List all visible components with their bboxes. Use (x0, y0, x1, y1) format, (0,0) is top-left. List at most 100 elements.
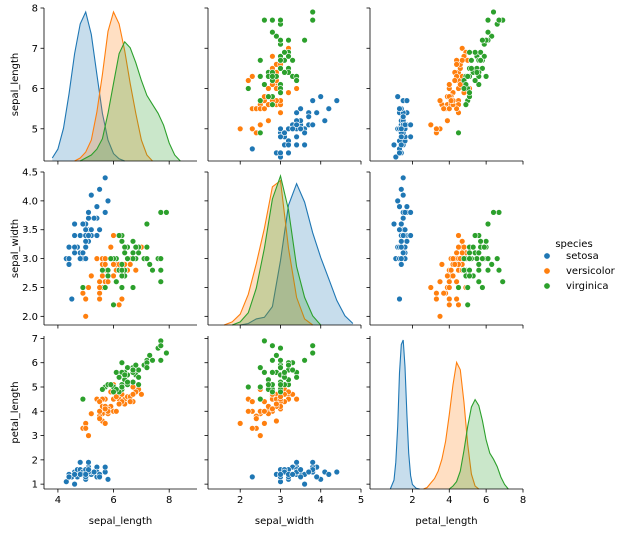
point-setosa-47 (71, 243, 78, 251)
point-virginica-32 (269, 369, 276, 376)
point-virginica-23 (118, 272, 126, 280)
point-versicolor-39 (446, 284, 453, 291)
point-virginica-42 (265, 381, 272, 388)
point-setosa-41 (249, 145, 256, 153)
point-versicolor-43 (82, 295, 89, 303)
point-virginica-3 (118, 261, 126, 268)
point-setosa-40 (297, 473, 304, 481)
point-versicolor-12 (446, 301, 453, 308)
x-tick-label: 6 (110, 495, 116, 506)
point-setosa-18 (309, 97, 316, 104)
point-setosa-8 (398, 261, 405, 268)
point-versicolor-43 (249, 125, 256, 133)
point-versicolor-32 (444, 272, 451, 280)
point-setosa-6 (71, 232, 78, 239)
point-virginica-49 (277, 89, 284, 96)
point-setosa-46 (309, 121, 316, 129)
point-virginica-29 (479, 255, 486, 262)
point-virginica-34 (261, 81, 268, 88)
point-virginica-44 (129, 238, 137, 245)
point-versicolor-34 (93, 255, 101, 262)
point-setosa-45 (76, 471, 84, 478)
point-virginica-34 (113, 278, 120, 285)
point-setosa-22 (390, 220, 398, 228)
point-virginica-45 (129, 255, 137, 262)
y-axis-label-sepal_length: sepal_length (10, 53, 21, 117)
point-setosa-34 (400, 249, 407, 257)
point-virginica-22 (495, 267, 503, 274)
point-virginica-29 (479, 36, 486, 44)
legend-title: species (555, 239, 592, 250)
point-virginica-22 (269, 16, 276, 24)
point-versicolor-34 (277, 109, 284, 116)
point-setosa-24 (407, 133, 414, 141)
point-setosa-32 (88, 191, 95, 199)
point-virginica-21 (99, 267, 106, 274)
point-virginica-6 (455, 129, 462, 137)
point-setosa-14 (394, 197, 401, 205)
point-versicolor-31 (96, 415, 103, 422)
point-setosa-33 (325, 105, 332, 112)
kde-line-versicolor-petal_length (423, 360, 480, 490)
point-virginica-48 (115, 374, 123, 381)
point-virginica-42 (104, 272, 112, 280)
point-setosa-13 (63, 478, 70, 485)
point-virginica-31 (309, 349, 316, 357)
kde-fill-virginica-petal_length (449, 399, 509, 489)
point-virginica-48 (471, 77, 479, 84)
point-setosa-16 (396, 203, 403, 210)
point-setosa-48 (90, 468, 98, 476)
y-tick-label: 6 (32, 358, 38, 369)
point-virginica-21 (462, 101, 470, 108)
point-virginica-9 (484, 220, 492, 228)
pairplot-panels: 5 6 7 8 sepal_length 2.0 2.5 3.0 3.5 4.0 4.5 sepal_… (10, 4, 526, 528)
point-setosa-16 (93, 203, 101, 210)
x-tick-label: 8 (520, 495, 526, 506)
kde-line-setosa-sepal_width (240, 182, 354, 326)
kde-fill-versicolor-petal_length (423, 362, 479, 489)
point-virginica-7 (273, 352, 280, 359)
panel-petal_length-vs-petal_length: 2 4 6 8 petal_length (366, 336, 526, 527)
point-versicolor-43 (249, 425, 256, 432)
point-setosa-14 (104, 476, 112, 483)
point-virginica-5 (494, 255, 501, 262)
point-versicolor-49 (447, 267, 455, 274)
point-virginica-45 (468, 57, 475, 64)
point-versicolor-21 (113, 408, 120, 415)
point-virginica-38 (110, 388, 117, 396)
point-versicolor-7 (79, 290, 87, 297)
legend-marker-setosa (543, 252, 551, 260)
point-setosa-38 (65, 255, 73, 262)
point-setosa-22 (71, 480, 78, 488)
point-versicolor-45 (449, 255, 457, 262)
point-setosa-38 (277, 149, 284, 157)
point-virginica-38 (460, 255, 468, 262)
point-virginica-30 (484, 29, 492, 36)
point-setosa-36 (297, 105, 304, 112)
point-versicolor-31 (440, 290, 447, 297)
point-virginica-6 (257, 395, 264, 403)
panel-sepal_length-vs-sepal_width (204, 7, 362, 165)
x-tick-label: 8 (166, 495, 172, 506)
legend-label-setosa: setosa (566, 251, 599, 262)
point-setosa-37 (301, 129, 308, 137)
point-virginica-17 (309, 342, 316, 349)
point-versicolor-15 (453, 249, 460, 257)
point-virginica-15 (121, 243, 128, 251)
kde-line-virginica-sepal_width (232, 174, 322, 326)
point-setosa-24 (407, 232, 414, 239)
point-setosa-16 (313, 109, 320, 116)
point-setosa-47 (398, 141, 405, 149)
point-virginica-8 (479, 284, 486, 291)
point-virginica-6 (79, 395, 87, 403)
point-versicolor-37 (249, 398, 256, 405)
point-setosa-32 (400, 191, 407, 199)
point-setosa-48 (400, 215, 407, 222)
point-virginica-7 (146, 352, 153, 359)
point-versicolor-18 (455, 301, 462, 308)
point-virginica-41 (281, 49, 288, 56)
point-virginica-35 (484, 16, 492, 24)
point-setosa-47 (71, 471, 78, 478)
point-virginica-21 (99, 386, 106, 393)
point-versicolor-48 (427, 121, 434, 129)
